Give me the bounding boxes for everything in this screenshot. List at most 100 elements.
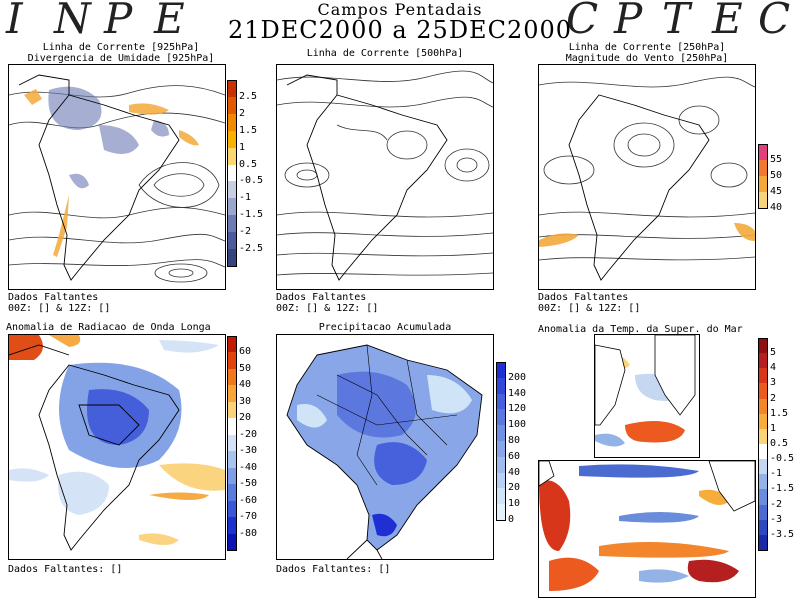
logo-letter: P <box>104 0 133 43</box>
colorbar-segment <box>758 474 768 490</box>
panel-1-colorbar: 2.5 2 1.5 1 0.5 -0.5 -1 -1.5 -2 -2.5 <box>227 80 267 267</box>
colorbar-label: 60 <box>239 346 252 358</box>
colorbar-label: 120 <box>508 403 527 415</box>
colorbar-segment <box>227 467 237 485</box>
colorbar-segment <box>227 484 237 501</box>
colorbar-label: -40 <box>239 461 258 473</box>
colorbar-label: 0 <box>508 514 515 525</box>
page-title: Campos Pentadais <box>317 0 483 19</box>
colorbar-segment <box>227 500 237 518</box>
colorbar-label: -20 <box>239 428 258 440</box>
colorbar-segment <box>227 418 237 435</box>
colorbar-segment <box>496 472 506 489</box>
colorbar-segment <box>227 451 237 468</box>
colorbar-label: -70 <box>239 511 258 523</box>
colorbar-segment <box>227 113 237 131</box>
colorbar-label: -1.5 <box>770 483 795 495</box>
colorbar-segment <box>758 398 768 414</box>
colorbar-segment <box>758 459 768 475</box>
panel-6-title: Anomalia da Temp. da Super. do Mar <box>538 324 743 335</box>
olr-anomaly-map <box>8 334 226 560</box>
colorbar-label: -30 <box>239 445 258 457</box>
panel-1-title-line: Divergencia de Umidade [925hPa] <box>27 53 215 64</box>
panel-1-notes: Dados Faltantes 00Z: [] & 12Z: [] <box>8 292 110 314</box>
colorbar-segment <box>227 181 237 199</box>
map-250-svg <box>539 76 755 281</box>
colorbar-segment <box>758 519 768 535</box>
colorbar-label: 50 <box>770 170 783 181</box>
colorbar-label: 140 <box>508 387 527 399</box>
colorbar-segment <box>758 489 768 505</box>
colorbar-label: 5 <box>770 347 777 359</box>
colorbar-segment <box>758 176 768 192</box>
colorbar-segment <box>227 80 237 98</box>
colorbar-label: 200 <box>508 371 527 383</box>
panel-5-title: Precipitacao Acumulada <box>318 322 452 333</box>
colorbar-segment <box>758 368 768 384</box>
logo-letter: T <box>662 0 691 43</box>
logo-letter: I <box>6 0 23 43</box>
colorbar-label: 4 <box>770 362 777 374</box>
colorbar-label: 40 <box>770 202 783 213</box>
colorbar-segment <box>758 504 768 520</box>
colorbar-label: -0.5 <box>770 453 795 465</box>
colorbar-segment <box>758 534 768 551</box>
streamline-500hpa-map <box>276 64 494 290</box>
colorbar-segment <box>227 232 237 250</box>
colorbar-segment <box>227 198 237 216</box>
colorbar-segment <box>496 425 506 441</box>
colorbar-label: 55 <box>770 154 783 165</box>
colorbar-label: -2 <box>770 498 783 510</box>
logo-letter: N <box>54 0 91 43</box>
colorbar-label: -60 <box>239 494 258 506</box>
sst-atlantic-map <box>594 334 700 458</box>
colorbar-label: 2.5 <box>239 90 258 102</box>
colorbar-segment <box>758 144 768 161</box>
colorbar-label: 20 <box>508 482 521 494</box>
colorbar-label: 40 <box>239 379 252 391</box>
colorbar-segment <box>227 517 237 534</box>
colorbar-segment <box>227 352 237 369</box>
colorbar-label: 0.5 <box>239 158 258 170</box>
panel-4-title: Anomalia de Radiacao de Onda Longa <box>6 322 211 333</box>
colorbar-segment <box>758 353 768 369</box>
missing-hours-label: 00Z: [] & 12Z: [] <box>276 303 379 314</box>
colorbar-segment <box>227 368 237 386</box>
map-olr-svg <box>9 335 225 551</box>
colorbar-segment <box>496 441 506 457</box>
colorbar-segment <box>227 434 237 452</box>
colorbar-label: 60 <box>508 450 521 462</box>
colorbar-label: 1 <box>239 141 246 153</box>
colorbar-segment <box>758 428 768 444</box>
colorbar-label: 2 <box>239 107 246 119</box>
colorbar-label: 40 <box>508 466 521 478</box>
map-sst-atlantic-svg <box>595 335 696 447</box>
colorbar-label: 80 <box>508 435 521 446</box>
colorbar-label: 1.5 <box>770 407 789 419</box>
panel-3-notes: Dados Faltantes 00Z: [] & 12Z: [] <box>538 292 640 314</box>
colorbar-label: 100 <box>508 419 527 431</box>
colorbar-segment <box>227 147 237 165</box>
precipitation-map <box>276 334 494 560</box>
panel-3-title-line: Linha de Corrente [250hPa] <box>568 42 726 53</box>
colorbar-segment <box>496 409 506 426</box>
colorbar-label: 0.5 <box>770 438 789 449</box>
missing-data-label: Dados Faltantes <box>276 292 367 303</box>
colorbar-label: -3 <box>770 513 783 525</box>
colorbar-segment <box>227 385 237 402</box>
colorbar-segment <box>496 377 506 394</box>
colorbar-label: -2 <box>239 226 252 238</box>
colorbar-label: 50 <box>239 362 252 374</box>
map-500-svg <box>277 70 493 281</box>
colorbar-segment <box>227 96 237 114</box>
colorbar-label: 2 <box>770 392 777 404</box>
colorbar-label: 3 <box>770 377 777 389</box>
colorbar-segment <box>227 533 237 551</box>
map-925-svg <box>9 74 225 283</box>
panel-3-title-line: Magnitude do Vento [250hPa] <box>565 53 729 64</box>
streamline-925hpa-map <box>8 64 226 290</box>
colorbar-segment <box>227 249 237 267</box>
colorbar-label: -50 <box>239 478 258 490</box>
